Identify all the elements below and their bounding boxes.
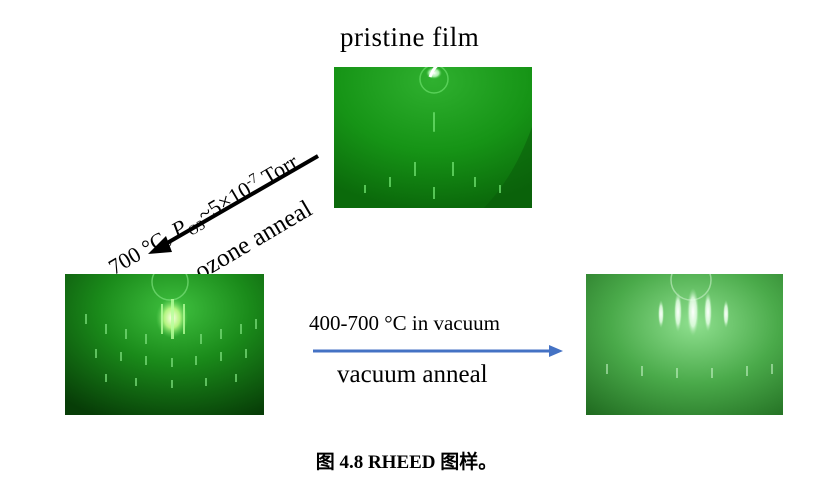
rheed-image-pristine — [334, 67, 532, 208]
figure-caption: 图 4.8 RHEED 图样。 — [315, 452, 498, 473]
vacuum-anneal-label: vacuum anneal — [337, 361, 488, 388]
rheed-image-ozone-annealed — [65, 274, 264, 415]
vacuum-anneal-arrow — [313, 345, 563, 357]
rheed-image-vacuum-annealed — [586, 274, 783, 415]
vacuum-condition-label: 400-700 °C in vacuum — [309, 311, 500, 335]
pristine-film-label: pristine film — [340, 22, 480, 52]
ozone-anneal-arrow — [148, 154, 319, 254]
